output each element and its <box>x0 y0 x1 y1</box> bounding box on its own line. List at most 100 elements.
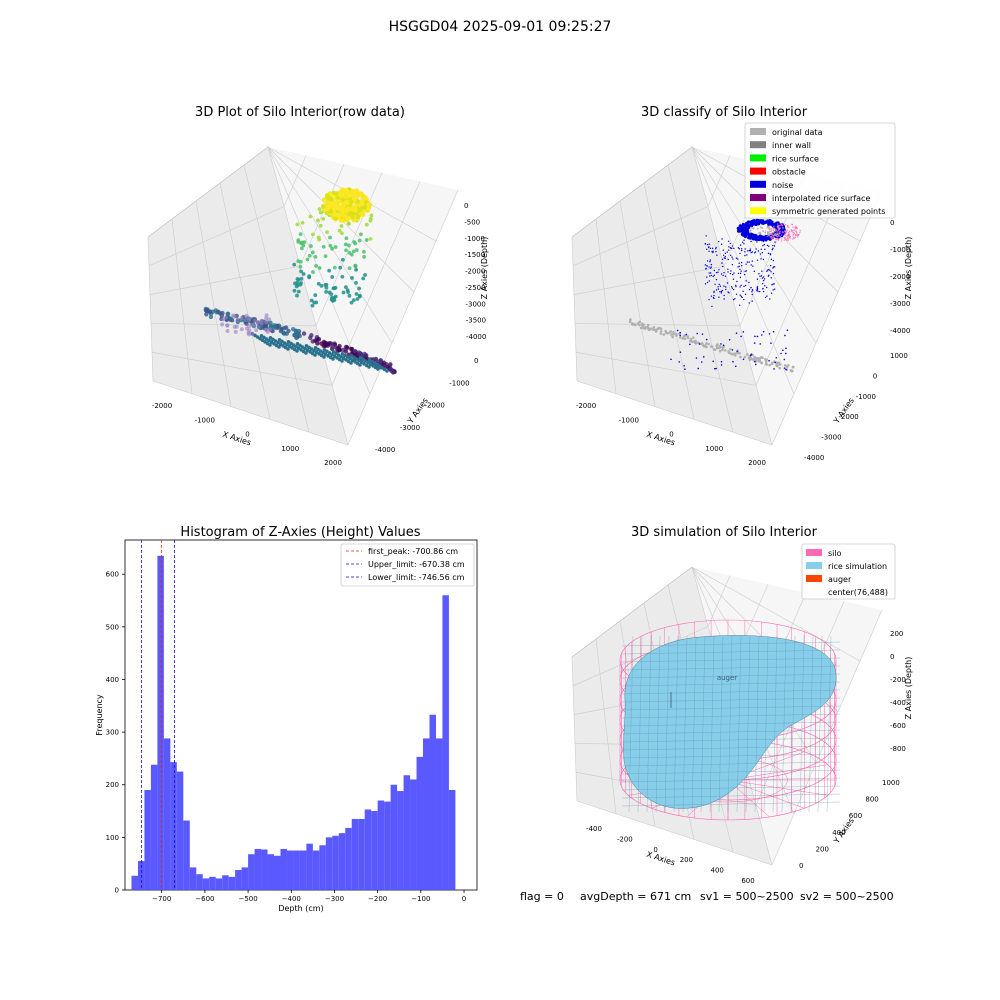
classify-point <box>744 248 746 250</box>
raw-point <box>235 318 240 323</box>
grid-line <box>595 218 617 394</box>
classify-point <box>776 235 778 238</box>
raw-point <box>354 280 358 285</box>
classify-point <box>739 244 742 246</box>
grid-line <box>299 164 345 267</box>
raw-point <box>340 210 346 216</box>
grid-line <box>575 351 757 386</box>
histogram-panel: Histogram of Z-Axies (Height) Values −70… <box>95 525 478 913</box>
raw-y-tick-label: 0 <box>474 357 478 365</box>
classify-point <box>712 297 715 299</box>
raw-point <box>296 289 301 294</box>
classify-point <box>715 346 719 350</box>
raw-point <box>354 248 359 252</box>
sim-z-tick-label: -600 <box>890 722 906 730</box>
rice-mesh-line <box>682 635 688 813</box>
cls-x-tick-label: 0 <box>669 431 673 439</box>
raw-point <box>244 318 249 323</box>
raw-point <box>336 204 342 210</box>
classify-point <box>715 367 717 370</box>
classify-point <box>781 227 784 229</box>
raw-point <box>239 316 244 321</box>
classify-point <box>762 230 765 232</box>
classify-point <box>752 227 755 230</box>
classify-point <box>742 290 744 292</box>
legend-swatch <box>806 549 822 556</box>
histogram-x-tick-label: 0 <box>462 895 466 903</box>
histogram-bar <box>196 874 203 890</box>
raw-point <box>317 266 322 270</box>
classify-point <box>747 250 749 252</box>
classify-point <box>745 263 747 265</box>
classify-point <box>709 259 712 261</box>
classify-point <box>762 282 764 285</box>
classify-point <box>762 279 765 282</box>
classify-point <box>721 262 723 264</box>
classify-point <box>744 233 748 237</box>
classify-point <box>760 334 763 336</box>
sim-z-tick-label: -800 <box>890 745 906 753</box>
raw-x-tick-label: -2000 <box>152 402 172 410</box>
classify-point <box>783 231 785 233</box>
classify-point <box>717 240 720 243</box>
classify-point <box>767 222 771 226</box>
classify-point <box>754 335 756 338</box>
classify-point <box>729 254 732 257</box>
classify-point <box>742 358 745 361</box>
classify-point <box>753 270 755 273</box>
classify-point <box>710 295 713 297</box>
grid-line <box>643 182 695 420</box>
raw-point <box>307 274 312 279</box>
raw-point <box>328 201 333 207</box>
classify-3d-panel: 3D classify of Silo Interior -2000 -1000 0… <box>571 105 913 467</box>
classify-point <box>755 248 757 250</box>
classify-point <box>773 237 775 239</box>
histogram-x-tick-label: −300 <box>325 895 344 903</box>
raw-point <box>337 343 342 349</box>
histogram-bar <box>345 827 352 890</box>
raw-point <box>368 237 373 241</box>
raw-point <box>268 327 273 332</box>
raw-point <box>333 245 338 249</box>
classify-point <box>695 357 698 359</box>
classify-point <box>788 236 790 239</box>
classify-axis-ticks: -2000 -1000 0 1000 2000 1000 0 -1000 -2000 -3000 -… <box>576 219 911 467</box>
classify-point <box>756 287 758 289</box>
raw-point <box>264 320 269 325</box>
raw-point <box>299 246 304 251</box>
raw-y-tick-label: -1000 <box>449 379 469 387</box>
raw-point <box>304 344 309 348</box>
classify-point <box>731 245 734 247</box>
cls-y-tick-label: 0 <box>873 372 877 380</box>
classify-point <box>708 250 710 252</box>
classify-point <box>740 335 742 338</box>
raw-point <box>246 324 251 329</box>
histogram-bar <box>416 756 424 890</box>
raw-point <box>352 240 357 244</box>
histogram-x-tick-label: −100 <box>411 895 430 903</box>
classify-point <box>785 231 788 233</box>
silo-spoke <box>727 779 828 796</box>
raw-point <box>305 257 310 262</box>
classify-point <box>759 232 762 235</box>
classify-point <box>738 351 741 355</box>
raw-3d-axes-box <box>147 146 459 446</box>
cls-z-tick-label: -2000 <box>890 273 910 281</box>
raw-point <box>340 257 345 262</box>
raw-point <box>208 314 214 320</box>
rice-mesh-line <box>621 721 841 727</box>
classify-point <box>712 360 715 363</box>
cls-z-tick-label: -3000 <box>890 300 910 308</box>
classify-point <box>718 296 720 298</box>
rice-mesh-line <box>621 745 841 751</box>
histogram-bar <box>235 870 242 890</box>
classify-point <box>756 335 759 338</box>
classify-point <box>764 248 766 251</box>
raw-point <box>349 354 354 358</box>
histogram-y-tick-label: 400 <box>106 676 119 684</box>
classify-point <box>760 361 764 365</box>
classify-point <box>755 218 759 222</box>
classify-point <box>784 223 787 226</box>
classify-point <box>708 280 711 282</box>
classify-point <box>740 248 743 250</box>
